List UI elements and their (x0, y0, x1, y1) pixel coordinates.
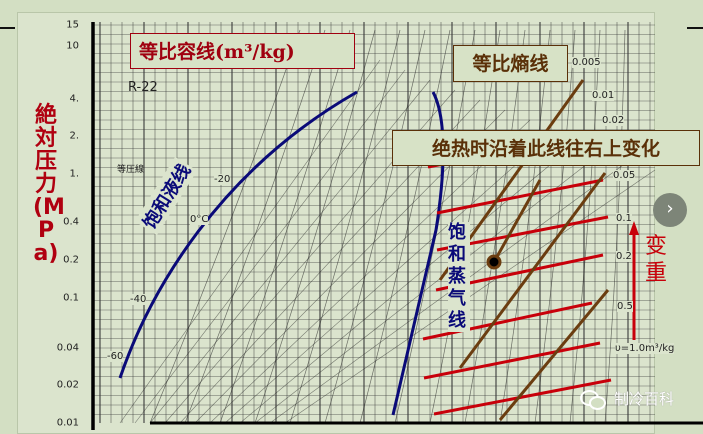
isotherm-line (254, 29, 376, 424)
isotherm-line (359, 29, 451, 424)
y-tick-label: 0.04 (56, 342, 79, 354)
y-tick-label: 0.2 (63, 254, 79, 266)
isentrope-line (209, 119, 531, 424)
isentrope-line (224, 129, 556, 424)
saturated-vapor-label: 饱和蒸气线 (448, 222, 470, 332)
specific-volume-label: υ=1.0m³/kg (615, 343, 675, 354)
chevron-right-icon: › (666, 198, 674, 219)
entropy-line (498, 289, 610, 421)
y-axis-label: 絶対压力(MPa) (33, 103, 65, 266)
specific-volume-label: 0.1 (616, 213, 632, 224)
heavier-label: 变重 (645, 234, 668, 286)
isotherm-line (289, 29, 401, 424)
saturated-liquid-curve (118, 90, 358, 379)
y-tick-label: 0.01 (56, 417, 79, 429)
isotherm-line (604, 29, 626, 424)
specific-volume-label: 0.2 (616, 251, 632, 262)
isotherm-line (499, 29, 551, 424)
temperature-label: -60 (107, 351, 124, 362)
specific-volume-line (433, 378, 612, 416)
y-tick-label: 2. (69, 130, 79, 142)
y-tick-label: 10 (66, 40, 79, 52)
entropy-callout: 等比熵线 (453, 45, 568, 82)
isentrope-line (254, 149, 606, 424)
entropy-line (492, 179, 542, 263)
wechat-icon (580, 389, 606, 410)
watermark: 制冷百科 (580, 388, 675, 410)
y-tick-label: 0.02 (56, 379, 79, 391)
isentrope-line (239, 139, 581, 424)
isotherm-line (464, 29, 526, 424)
temperature-label: 0°C (190, 214, 209, 225)
entropy-line (458, 172, 607, 369)
specific-volume-line (436, 178, 604, 215)
isotherm-line (149, 29, 301, 424)
isentrope-line (284, 169, 656, 424)
heavier-arrow-head (629, 221, 639, 235)
isobar-label: 等圧線 (117, 165, 145, 175)
state-point-dot (486, 254, 502, 270)
specific-volume-label: 0.05 (613, 170, 636, 181)
y-tick-label: 15 (66, 19, 79, 31)
y-tick-label: 4. (69, 93, 79, 105)
isotherm-line (184, 29, 326, 424)
isentrope-line (119, 59, 381, 424)
y-tick-label: 0.1 (63, 292, 79, 304)
refrigerant-label: R-22 (128, 80, 158, 95)
y-tick-label: 0.4 (63, 216, 79, 228)
specific-volume-label: 0.5 (617, 301, 633, 312)
top-right-rule (687, 27, 703, 29)
y-tick-label: 1. (69, 168, 79, 180)
isentrope-line (134, 69, 406, 424)
isotherm-line (219, 29, 351, 424)
specific-volume-label: 0.005 (572, 57, 601, 68)
watermark-text: 制冷百科 (614, 390, 675, 408)
isotherm-line (569, 29, 601, 424)
isentrope-line (149, 79, 431, 424)
adiabatic-callout: 绝热时沿着此线往右上变化 (392, 130, 700, 166)
specific-volume-label: 0.01 (592, 90, 615, 101)
next-slide-button[interactable]: › (653, 193, 687, 227)
isotherm-line (324, 29, 426, 424)
temperature-label: -20 (214, 174, 231, 185)
specific-volume-line (423, 341, 601, 380)
specific-volume-line (422, 301, 593, 341)
specific-volume-label: 0.02 (602, 115, 625, 126)
top-left-rule (0, 27, 15, 29)
temperature-label: -40 (130, 294, 147, 305)
specific-volume-callout: 等比容线(m³/kg) (130, 33, 355, 69)
